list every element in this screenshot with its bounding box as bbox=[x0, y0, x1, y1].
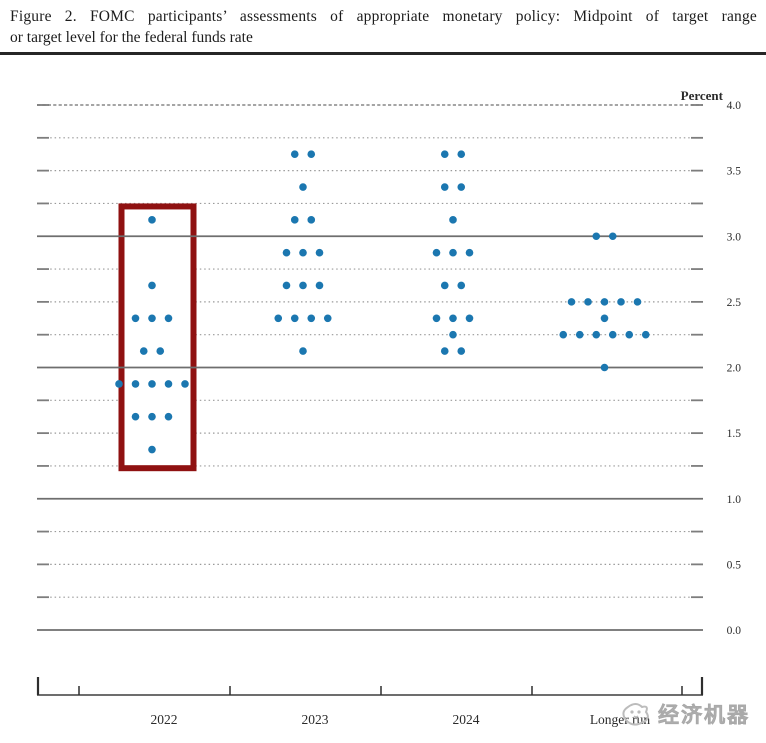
projection-dot bbox=[315, 281, 324, 290]
projection-dot bbox=[633, 298, 642, 306]
projection-dot bbox=[307, 314, 316, 323]
projection-dot bbox=[584, 298, 592, 306]
x-category-label: 2023 bbox=[302, 712, 329, 727]
projection-dot bbox=[600, 363, 609, 372]
projection-dot bbox=[148, 216, 156, 224]
projection-dot bbox=[440, 347, 449, 355]
y-tick-label: 2.0 bbox=[727, 363, 742, 375]
highlight-box-2022 bbox=[118, 203, 197, 472]
projection-dot bbox=[299, 281, 307, 290]
projection-dot bbox=[131, 380, 140, 388]
projection-dot bbox=[449, 330, 457, 339]
projection-dot bbox=[600, 298, 609, 306]
projection-dot bbox=[148, 281, 156, 290]
projection-dot bbox=[440, 281, 449, 290]
projection-dot bbox=[148, 380, 156, 388]
projection-dot bbox=[592, 330, 601, 339]
y-tick-label: 0.0 bbox=[727, 625, 742, 637]
projection-dot bbox=[617, 298, 625, 306]
projection-dot bbox=[131, 412, 140, 421]
projection-dot bbox=[315, 248, 324, 257]
projection-dot bbox=[608, 330, 617, 339]
projection-dot bbox=[457, 150, 466, 159]
y-tick-label: 3.5 bbox=[727, 166, 742, 178]
y-axis-unit-label: Percent bbox=[681, 88, 724, 103]
projection-dot bbox=[139, 347, 148, 355]
projection-dot bbox=[440, 183, 449, 191]
projection-dot bbox=[432, 248, 441, 257]
projection-dot bbox=[148, 445, 156, 454]
projection-dot bbox=[457, 281, 466, 290]
projection-dot bbox=[148, 412, 156, 421]
projection-dot bbox=[148, 314, 156, 323]
projection-dot bbox=[600, 314, 609, 323]
projection-dot bbox=[156, 347, 165, 355]
projection-dot bbox=[131, 314, 140, 323]
projection-dot bbox=[625, 330, 634, 339]
projection-dot bbox=[290, 150, 299, 159]
projection-dot bbox=[465, 248, 474, 257]
projection-dot bbox=[457, 347, 466, 355]
y-tick-label: 4.0 bbox=[727, 100, 742, 112]
projection-dot bbox=[449, 248, 457, 257]
x-category-label: 2022 bbox=[151, 712, 178, 727]
projection-dot bbox=[274, 314, 283, 323]
title-rule bbox=[0, 52, 766, 55]
y-tick-label: 3.0 bbox=[727, 231, 742, 243]
projection-dot bbox=[307, 150, 316, 159]
projection-dot bbox=[641, 330, 650, 339]
figure-title-line1: Figure 2. FOMC participants’ assessments… bbox=[10, 8, 757, 25]
projection-dot bbox=[457, 183, 466, 191]
projection-dot bbox=[592, 232, 601, 241]
projection-dot bbox=[164, 314, 173, 323]
projection-dot bbox=[299, 347, 307, 355]
projection-dot bbox=[432, 314, 441, 323]
projection-dot bbox=[299, 248, 307, 257]
y-tick-label: 1.0 bbox=[727, 494, 742, 506]
projection-dot bbox=[608, 232, 617, 241]
projection-dot bbox=[290, 314, 299, 323]
projection-dot bbox=[559, 330, 568, 339]
figure-title-line2: or target level for the federal funds ra… bbox=[10, 29, 253, 46]
projection-dot bbox=[115, 380, 123, 388]
y-tick-label: 0.5 bbox=[727, 559, 742, 571]
projection-dot bbox=[164, 412, 173, 421]
projection-dot bbox=[181, 380, 189, 388]
projection-dot bbox=[440, 150, 449, 159]
projection-dot bbox=[282, 248, 291, 257]
projection-dot bbox=[323, 314, 332, 323]
projection-dot bbox=[307, 216, 316, 224]
projection-dot bbox=[164, 380, 173, 388]
y-tick-label: 1.5 bbox=[727, 428, 742, 440]
figure-title: Figure 2. FOMC participants’ assessments… bbox=[10, 6, 757, 48]
projection-dot bbox=[575, 330, 584, 339]
x-category-label: 2024 bbox=[453, 712, 480, 727]
x-category-label: Longer run bbox=[590, 712, 651, 727]
projection-dot bbox=[299, 183, 307, 191]
projection-dot bbox=[567, 298, 576, 306]
projection-dot bbox=[449, 314, 457, 323]
projection-dot bbox=[465, 314, 474, 323]
projection-dot bbox=[282, 281, 291, 290]
y-tick-label: 2.5 bbox=[727, 297, 742, 309]
projection-dot bbox=[449, 216, 457, 224]
projection-dot bbox=[290, 216, 299, 224]
